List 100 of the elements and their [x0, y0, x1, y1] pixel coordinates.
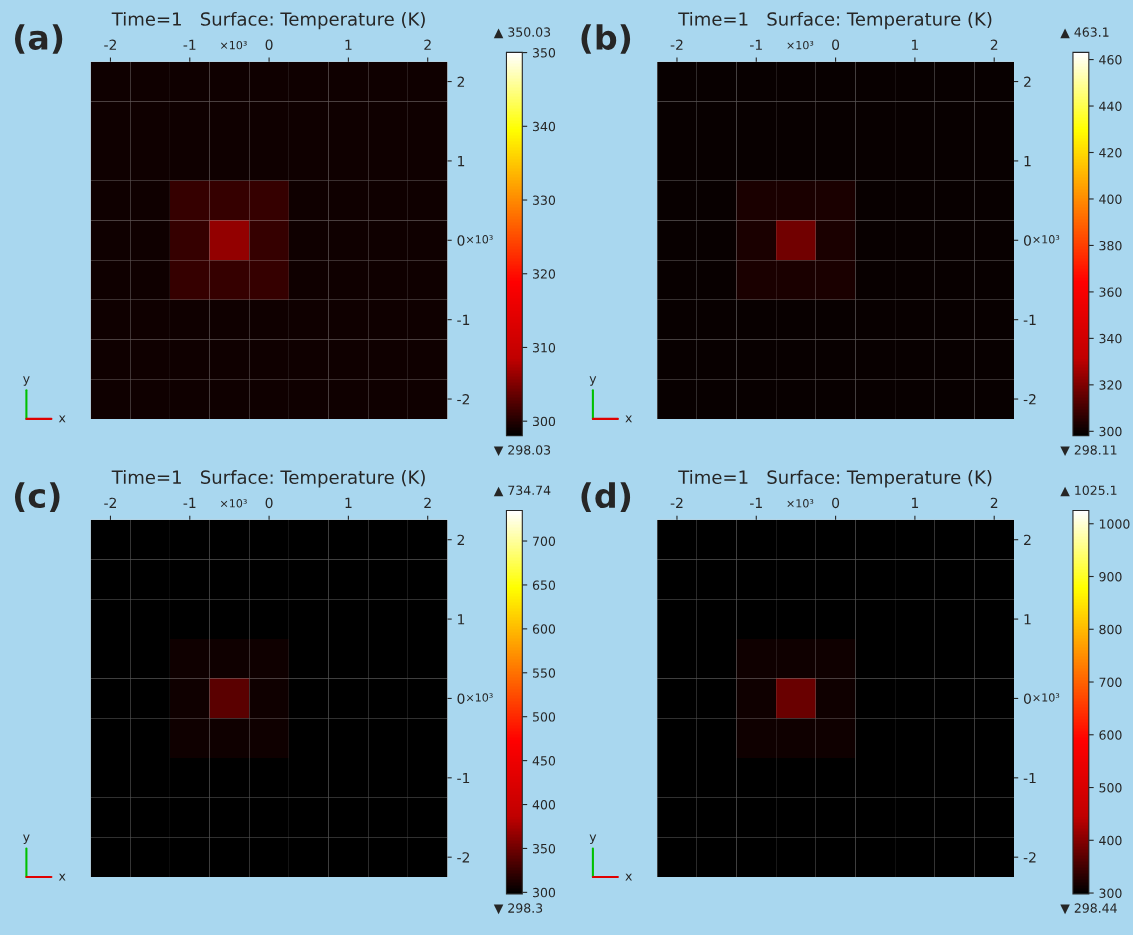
- color-bar-label: 600: [1099, 730, 1122, 740]
- y-tick-label: 0: [1023, 235, 1031, 246]
- y-tick-label: 0: [457, 235, 465, 246]
- x-tick-label: 2: [424, 497, 431, 508]
- color-bar-label: 400: [1099, 835, 1122, 846]
- color-bar-label: 320: [1099, 380, 1122, 390]
- text: ▲ 1025.1: [1060, 485, 1117, 497]
- color-bar-label: 350: [532, 48, 556, 58]
- color-bar-label: 300: [1099, 888, 1122, 898]
- chart-title: Time=1 Surface: Temperature (K): [678, 470, 992, 488]
- x-tick-label: 1: [345, 39, 352, 50]
- color-bar-label: 650: [532, 580, 556, 590]
- x-tick-label: 1: [912, 39, 919, 50]
- color-bar-label: 700: [533, 536, 556, 546]
- text: (a): [14, 24, 63, 54]
- color-bar-label: 300: [532, 887, 556, 898]
- y-tick-label: 2: [1024, 534, 1031, 545]
- color-bar-label: 340: [1099, 333, 1122, 344]
- x-tick-label: -1: [183, 497, 196, 508]
- text: (d): [581, 482, 631, 513]
- y-tick-label: 2: [457, 534, 465, 545]
- text: y: [589, 834, 597, 844]
- text: ▼ 298.3: [493, 903, 543, 915]
- x-tick-label: 0: [265, 497, 273, 509]
- color-bar-label: 300: [1099, 426, 1122, 437]
- color-bar-label: 460: [1099, 55, 1122, 65]
- x-tick-label: 0: [832, 497, 840, 509]
- y-tick-label: 2: [457, 76, 465, 87]
- color-bar-label: 400: [532, 800, 556, 810]
- color-bar-label: 700: [1099, 677, 1122, 687]
- x-tick-label: 1: [345, 497, 352, 508]
- color-bar-label: 440: [1099, 101, 1122, 111]
- text: ▼ 298.11: [1060, 445, 1117, 457]
- color-bar-label: 450: [532, 756, 556, 766]
- x-tick-label: 2: [990, 497, 998, 508]
- text: ▲ 463.1: [1060, 27, 1109, 39]
- text: ×10³: [1033, 235, 1060, 244]
- text: x: [58, 415, 66, 423]
- color-bar-label: 380: [1099, 240, 1122, 251]
- x-tick-label: -1: [750, 497, 762, 508]
- x-tick-label: -2: [104, 497, 116, 508]
- text: ▼ 298.03: [493, 445, 551, 457]
- color-bar-label: 310: [532, 342, 556, 353]
- text: ×10³: [787, 40, 814, 50]
- y-tick-label: 1: [458, 156, 465, 167]
- color-bar-label: 550: [533, 668, 556, 678]
- x-tick-label: -2: [670, 39, 683, 50]
- y-tick-label: -1: [1023, 314, 1036, 325]
- text: ×10³: [466, 693, 493, 702]
- text: ▲ 734.74: [493, 485, 551, 497]
- color-bar-label: 300: [532, 416, 556, 427]
- y-tick-label: 1: [1024, 156, 1031, 167]
- text: ×10³: [1033, 693, 1060, 702]
- text: ×10³: [220, 499, 247, 508]
- text: y: [589, 376, 597, 386]
- text: (c): [14, 482, 60, 513]
- chart-title: Time=1 Surface: Temperature (K): [111, 11, 425, 30]
- y-tick-label: -1: [457, 314, 470, 325]
- x-tick-label: -1: [183, 39, 196, 50]
- x-tick-label: 2: [424, 39, 431, 50]
- y-tick-label: 1: [1024, 614, 1031, 625]
- text: ×10³: [466, 235, 493, 244]
- x-tick-label: 1: [912, 497, 919, 508]
- color-bar-label: 500: [1099, 783, 1122, 793]
- color-bar-label: 500: [533, 712, 556, 722]
- text: x: [58, 873, 66, 881]
- text: y: [23, 376, 30, 386]
- text: ▼ 298.44: [1060, 903, 1117, 915]
- color-bar-label: 900: [1099, 571, 1122, 582]
- chart-title: Time=1 Surface: Temperature (K): [678, 11, 992, 30]
- color-bar-label: 340: [532, 121, 556, 132]
- color-bar-label: 350: [532, 843, 556, 854]
- y-tick-label: 2: [1024, 76, 1031, 87]
- text: x: [625, 415, 633, 423]
- y-tick-label: 1: [458, 614, 465, 625]
- x-tick-label: -2: [670, 497, 683, 508]
- color-bar-label: 400: [1099, 194, 1122, 204]
- chart-title: Time=1 Surface: Temperature (K): [111, 470, 425, 488]
- x-tick-label: 2: [990, 39, 998, 50]
- y-tick-label: -2: [457, 852, 470, 863]
- y-tick-label: -1: [457, 772, 470, 784]
- text: y: [23, 834, 30, 844]
- y-tick-label: -2: [1023, 394, 1036, 405]
- y-tick-label: -1: [1023, 772, 1036, 784]
- color-bar-label: 420: [1099, 147, 1122, 158]
- text: ×10³: [787, 499, 814, 508]
- x-tick-label: -1: [750, 39, 762, 50]
- y-tick-label: 0: [457, 693, 465, 704]
- y-tick-label: -2: [1023, 852, 1036, 863]
- color-bar-label: 1000: [1099, 519, 1130, 529]
- text: x: [625, 873, 633, 881]
- text: ×10³: [220, 40, 247, 50]
- color-bar-label: 360: [1099, 287, 1122, 297]
- text: (b): [581, 24, 631, 54]
- color-bar-label: 800: [1099, 624, 1122, 635]
- y-tick-label: 0: [1023, 693, 1031, 704]
- color-bar-label: 320: [532, 269, 556, 279]
- x-tick-label: -2: [104, 39, 116, 50]
- color-bar-label: 330: [532, 195, 556, 205]
- x-tick-label: 0: [832, 39, 840, 50]
